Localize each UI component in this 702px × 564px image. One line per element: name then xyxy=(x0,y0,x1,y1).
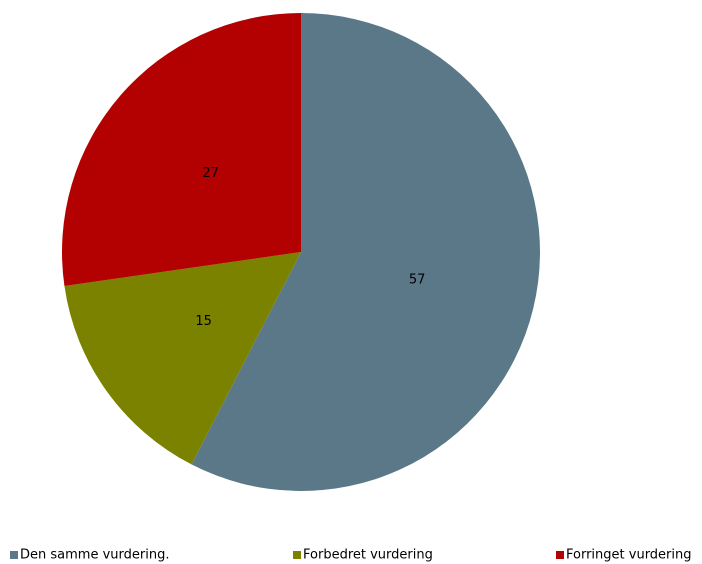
data-label: 15 xyxy=(195,314,212,329)
legend-label: Forringet vurdering xyxy=(566,548,692,563)
legend-swatch xyxy=(556,551,564,559)
legend-label: Forbedret vurdering xyxy=(303,548,433,563)
pie-slice xyxy=(191,13,540,491)
data-label: 27 xyxy=(202,166,219,181)
data-label: 57 xyxy=(409,273,426,288)
legend-label: Den samme vurdering. xyxy=(20,548,169,563)
pie-slice xyxy=(64,252,301,465)
pie-slice xyxy=(62,13,302,287)
legend-swatch xyxy=(10,551,18,559)
legend-swatch xyxy=(293,551,301,559)
